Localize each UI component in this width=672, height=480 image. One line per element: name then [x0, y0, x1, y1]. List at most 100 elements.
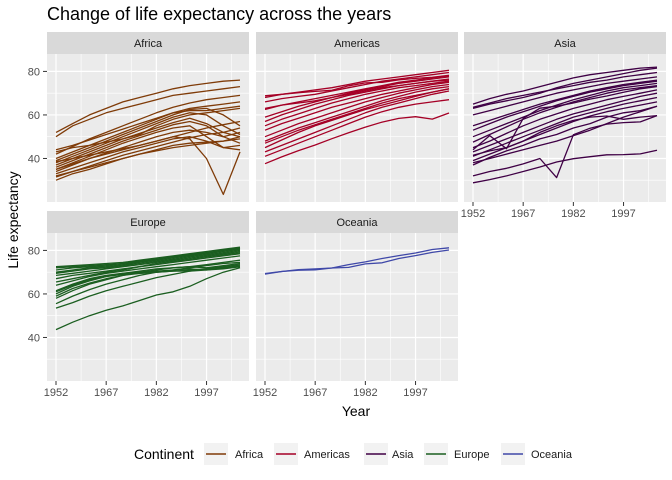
strip-label-europe: Europe [130, 217, 165, 229]
series-line-africa [55, 107, 241, 153]
series-line-asia [472, 105, 658, 164]
x-tick-label: 1982 [561, 208, 585, 220]
x-tick-label: 1997 [403, 387, 427, 399]
strip-label-oceania: Oceania [337, 217, 379, 229]
y-tick-label: 40 [28, 153, 40, 165]
series-line-europe [55, 246, 241, 268]
x-tick-label: 1967 [303, 387, 327, 399]
panel-background-africa [47, 54, 249, 202]
x-axis-title: Year [342, 403, 371, 419]
series-line-asia [472, 76, 658, 116]
y-tick-label: 80 [28, 245, 40, 257]
series-line-americas [264, 88, 450, 144]
series-line-africa [55, 85, 241, 138]
series-line-asia [472, 80, 658, 131]
series-line-africa [55, 107, 241, 162]
legend-title: Continent [134, 446, 194, 462]
legend: Continent Africa Americas Asia Europe Oceani… [134, 443, 573, 465]
series-line-asia [472, 149, 658, 184]
x-tick-label: 1967 [94, 387, 118, 399]
y-axis-title: Life expectancy [5, 171, 21, 268]
series-line-europe [55, 264, 241, 293]
series-line-africa [55, 127, 241, 178]
legend-label-africa: Africa [235, 449, 264, 461]
strip-label-africa: Africa [134, 38, 163, 50]
x-tick-label: 1952 [461, 208, 485, 220]
strip-africa [47, 32, 249, 54]
panel-americas: Americas [256, 32, 458, 202]
series-line-asia [472, 71, 658, 108]
series-line-americas [264, 85, 450, 142]
legend-label-americas: Americas [304, 449, 350, 461]
series-line-asia [472, 96, 658, 157]
series-line-asia [472, 114, 658, 179]
y-tick-label: 80 [28, 66, 40, 78]
panel-asia: Asia 1952 1967 1982 1997 [461, 32, 666, 220]
series-line-europe [55, 267, 241, 331]
series-line-asia [472, 92, 658, 153]
y-tick-label: 40 [28, 332, 40, 344]
series-line-europe [55, 261, 241, 305]
series-line-africa [55, 120, 241, 163]
series-line-africa [55, 101, 241, 160]
series-line-africa [55, 112, 241, 164]
series-line-africa [55, 94, 241, 155]
series-line-americas [264, 90, 450, 153]
series-line-americas [264, 83, 450, 138]
series-line-europe [55, 250, 241, 277]
y-tick-label: 60 [28, 110, 40, 122]
strip-americas [256, 32, 458, 54]
strip-label-asia: Asia [554, 38, 576, 50]
series-line-asia [472, 82, 658, 138]
series-line-africa [55, 79, 241, 133]
panel-europe: Europe 40 60 80 1952 1967 1982 1997 [28, 211, 249, 399]
x-tick-label: 1952 [44, 387, 68, 399]
x-tick-label: 1982 [353, 387, 377, 399]
series-line-americas [264, 79, 450, 110]
series-line-americas [264, 75, 450, 111]
series-line-oceania [264, 249, 450, 275]
legend-label-oceania: Oceania [531, 449, 573, 461]
series-line-africa [55, 136, 241, 177]
panel-background-oceania [256, 233, 458, 381]
series-line-africa [55, 125, 241, 171]
series-line-asia [472, 79, 658, 127]
series-line-asia [472, 89, 658, 149]
series-line-americas [264, 71, 450, 103]
legend-label-europe: Europe [454, 449, 489, 461]
series-line-europe [55, 251, 241, 280]
panel-oceania: Oceania 1952 1967 1982 1997 [253, 211, 458, 399]
strip-oceania [256, 211, 458, 233]
series-line-europe [55, 255, 241, 286]
series-line-asia [472, 84, 658, 143]
y-tick-label: 60 [28, 289, 40, 301]
series-line-europe [55, 247, 241, 269]
series-line-americas [264, 81, 450, 131]
series-line-americas [264, 74, 450, 97]
series-line-americas [264, 88, 450, 149]
series-line-europe [55, 249, 241, 274]
series-line-europe [55, 262, 241, 295]
x-tick-label: 1997 [611, 208, 635, 220]
x-tick-label: 1997 [194, 387, 218, 399]
series-line-americas [264, 112, 450, 165]
facet-panels: Africa 40 60 80 Americas Asia 1952 1967 1982 1997… [28, 32, 666, 399]
strip-asia [464, 32, 666, 54]
x-tick-label: 1982 [144, 387, 168, 399]
strip-europe [47, 211, 249, 233]
series-line-asia [472, 67, 658, 110]
series-line-africa [55, 136, 241, 175]
series-line-europe [55, 248, 241, 273]
chart-title: Change of life expectancy across the yea… [47, 4, 391, 24]
x-tick-label: 1967 [511, 208, 535, 220]
series-line-americas [264, 76, 450, 118]
panel-africa: Africa 40 60 80 [28, 32, 249, 202]
series-line-asia [472, 105, 658, 166]
series-line-asia [472, 114, 658, 156]
series-line-americas [264, 99, 450, 157]
legend-label-asia: Asia [392, 449, 414, 461]
series-line-asia [472, 66, 658, 105]
series-line-americas [264, 80, 450, 127]
x-tick-label: 1952 [253, 387, 277, 399]
